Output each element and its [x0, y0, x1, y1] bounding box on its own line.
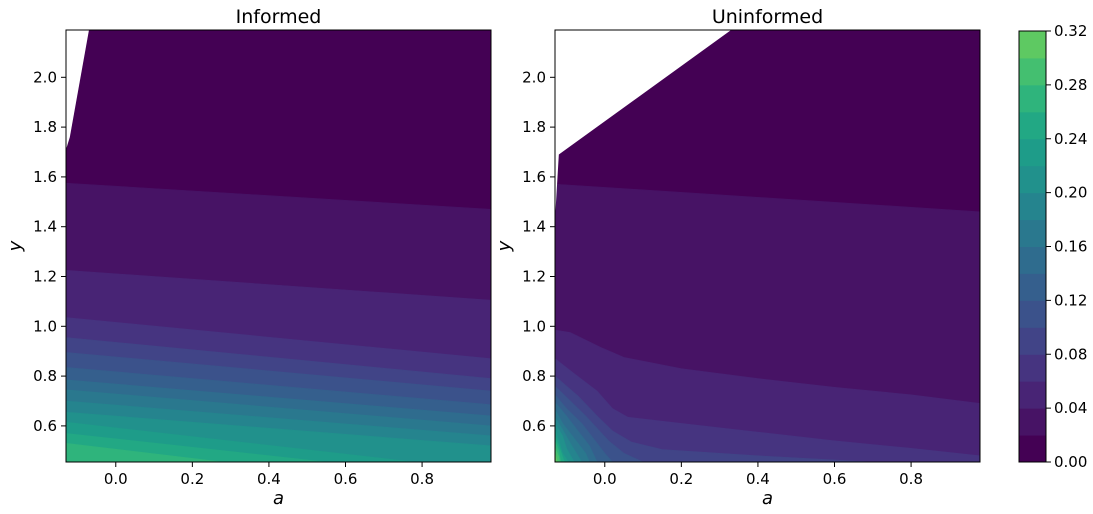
y-axis-label: y — [494, 240, 515, 252]
colorbar-swatch — [1019, 57, 1046, 86]
x-axis: 0.0 0.2 0.4 0.6 0.8 — [104, 462, 434, 488]
y-tick-label: 1.8 — [522, 118, 546, 136]
colorbar-swatch — [1019, 408, 1046, 436]
y-tick-label: 2.0 — [33, 68, 57, 86]
x-tick-label: 0.4 — [257, 470, 281, 488]
x-axis: 0.0 0.2 0.4 0.6 0.8 — [593, 462, 923, 488]
y-tick-label: 1.6 — [33, 168, 57, 186]
colorbar: 0.00 0.04 0.08 0.12 0.16 0.20 0.24 0.28 0.32 — [1018, 22, 1087, 471]
x-tick-label: 0.0 — [593, 470, 617, 488]
colorbar-tick-label: 0.04 — [1054, 399, 1087, 417]
y-tick-label: 1.4 — [522, 218, 546, 236]
x-axis-label: a — [762, 488, 773, 509]
y-axis: 0.6 0.8 1.0 1.2 1.4 1.6 1.8 2.0 — [522, 68, 555, 435]
x-tick-label: 0.6 — [823, 470, 847, 488]
y-axis: 0.6 0.8 1.0 1.2 1.4 1.6 1.8 2.0 — [33, 68, 66, 435]
colorbar-swatch — [1019, 219, 1046, 247]
y-tick-label: 0.8 — [33, 367, 57, 385]
y-tick-label: 1.0 — [33, 317, 57, 335]
colorbar-swatch — [1019, 165, 1046, 194]
panel-informed: Informed 0.0 0.2 0.4 0.6 0.8 0.6 0.8 1.0 1.2 1.4… — [5, 6, 492, 509]
y-tick-label: 1.8 — [33, 118, 57, 136]
y-tick-label: 0.6 — [33, 417, 57, 435]
plot-frame — [65, 29, 492, 463]
colorbar-swatch — [1019, 300, 1046, 328]
colorbar-tick-label: 0.00 — [1054, 453, 1087, 471]
colorbar-swatch — [1019, 327, 1046, 355]
colorbar-swatch — [1019, 273, 1046, 301]
contour-band — [555, 453, 558, 462]
panel-title: Informed — [236, 6, 322, 28]
colorbar-tick-label: 0.24 — [1054, 130, 1087, 148]
y-tick-label: 1.4 — [33, 218, 57, 236]
x-tick-label: 0.8 — [899, 470, 923, 488]
x-tick-label: 0.2 — [669, 470, 693, 488]
x-axis-label: a — [273, 488, 284, 509]
y-tick-label: 1.6 — [522, 168, 546, 186]
colorbar-tick-label: 0.28 — [1054, 76, 1087, 94]
colorbar-tick-label: 0.12 — [1054, 291, 1087, 309]
colorbar-tick-label: 0.16 — [1054, 238, 1087, 256]
colorbar-swatch — [1019, 435, 1046, 463]
contour-band — [66, 443, 224, 462]
contour-band — [555, 358, 980, 462]
undefined-region — [66, 30, 89, 150]
plot-frame — [554, 29, 981, 463]
y-tick-label: 1.2 — [33, 268, 57, 286]
colorbar-swatch — [1019, 246, 1046, 274]
colorbar-swatch — [1019, 138, 1046, 167]
y-axis-label: y — [5, 240, 26, 252]
colorbar-tick-label: 0.08 — [1054, 345, 1087, 363]
y-tick-label: 0.8 — [522, 367, 546, 385]
colorbar-swatch — [1019, 31, 1046, 59]
y-tick-label: 2.0 — [522, 68, 546, 86]
x-tick-label: 0.4 — [746, 470, 770, 488]
x-tick-label: 0.6 — [334, 470, 358, 488]
undefined-region — [555, 30, 732, 220]
colorbar-swatch — [1019, 192, 1046, 221]
x-tick-label: 0.2 — [180, 470, 204, 488]
contour-fills — [66, 30, 491, 462]
panel-title: Uninformed — [712, 6, 823, 28]
y-tick-label: 1.0 — [522, 317, 546, 335]
colorbar-swatch — [1019, 84, 1046, 113]
y-tick-label: 1.2 — [522, 268, 546, 286]
colorbar-tick-label: 0.32 — [1054, 22, 1087, 40]
colorbar-swatch — [1019, 381, 1046, 409]
colorbar-swatch — [1019, 354, 1046, 382]
x-tick-label: 0.0 — [104, 470, 128, 488]
y-tick-label: 0.6 — [522, 417, 546, 435]
colorbar-tick-label: 0.20 — [1054, 184, 1087, 202]
x-tick-label: 0.8 — [410, 470, 434, 488]
panel-uninformed: Uninformed 0.0 0.2 0.4 0.6 0.8 0.6 0.8 1.0 1.2 1… — [494, 6, 981, 509]
contour-fills — [555, 30, 980, 462]
colorbar-swatch — [1019, 111, 1046, 140]
